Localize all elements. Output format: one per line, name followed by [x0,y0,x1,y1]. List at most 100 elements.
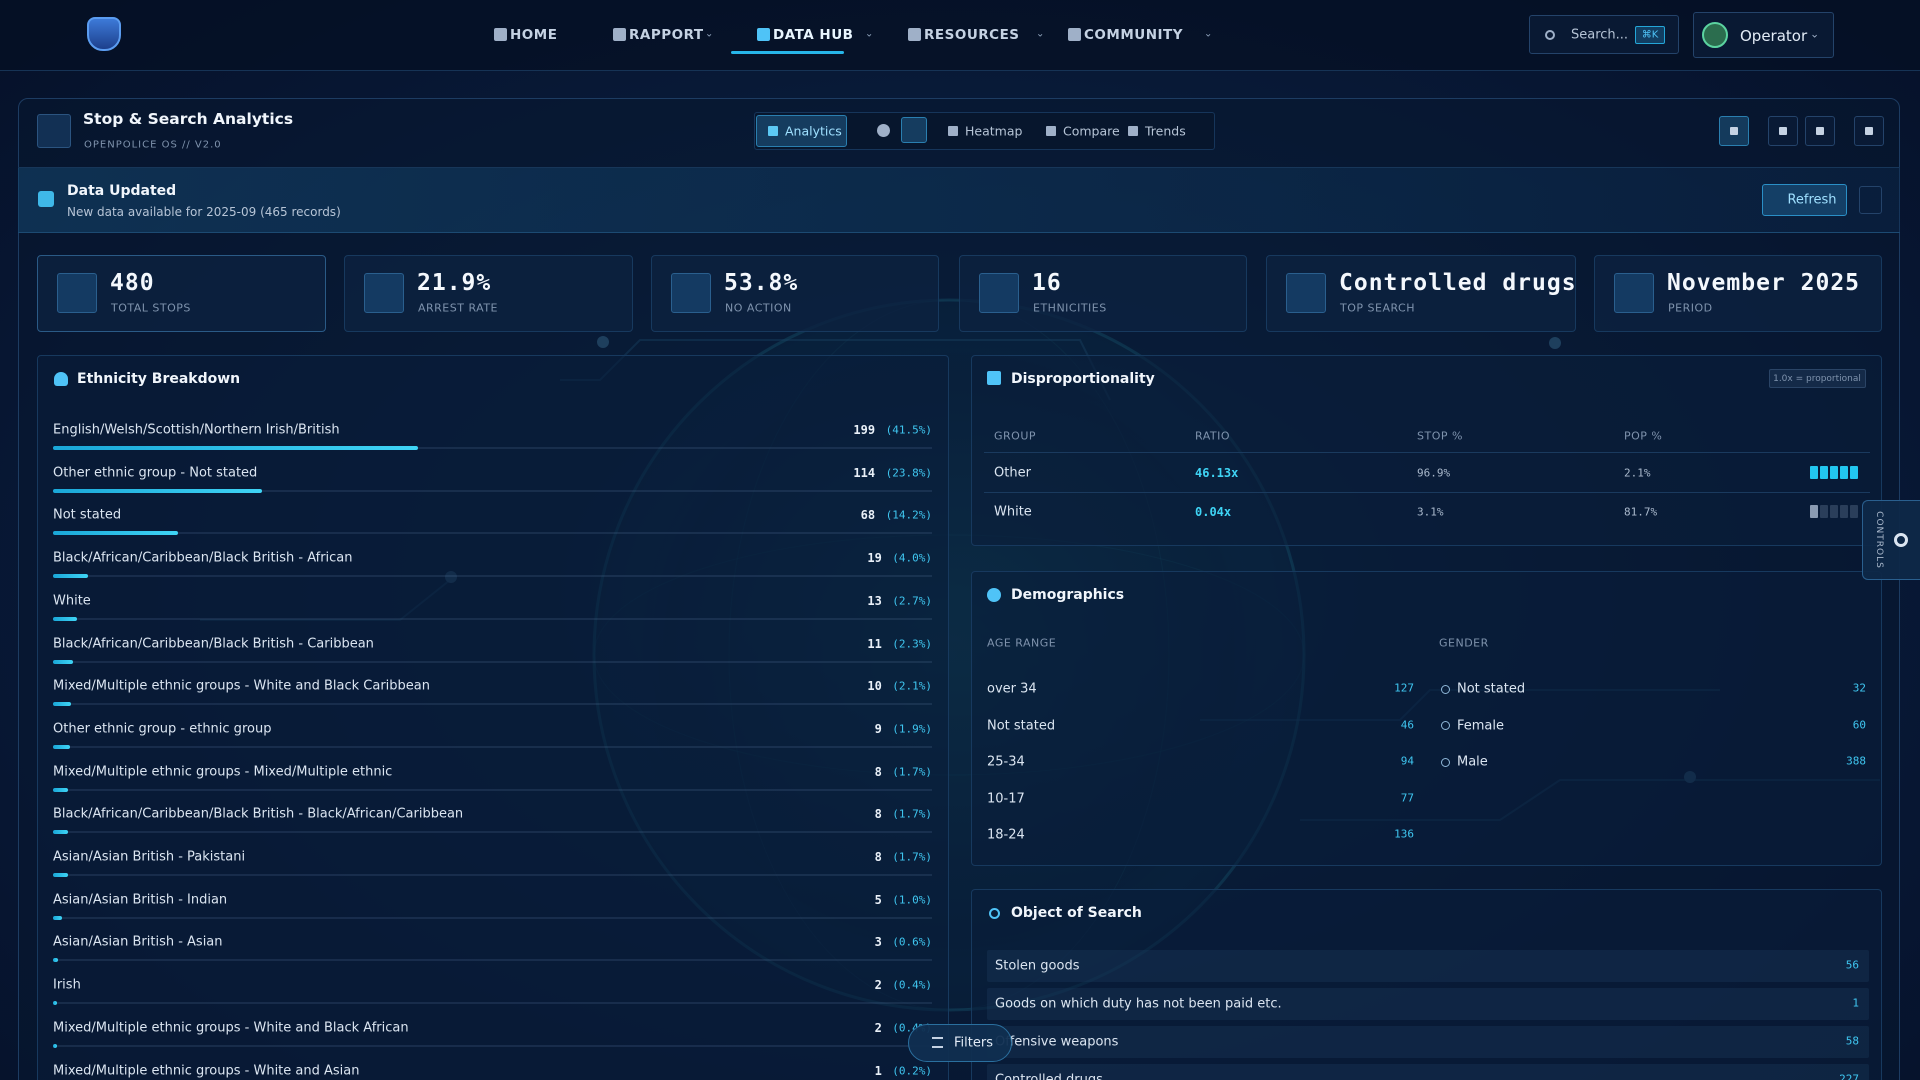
stat-label: NO ACTION [725,301,792,315]
stat-label: ETHNICITIES [1033,301,1107,315]
tab[interactable]: Trends [1145,123,1186,139]
ethnicity-label: Other ethnic group - ethnic group [53,721,272,737]
ethnicity-label: Other ethnic group - Not stated [53,465,258,481]
table-cell: White [994,504,1032,520]
disproportionality-panel [971,355,1882,546]
ethnicity-bar [53,873,68,877]
ethnicity-track [53,489,932,492]
search-icon [1545,30,1555,40]
ethnicity-track [53,1002,932,1005]
refresh-label: Refresh [1787,192,1837,208]
user-chevron: ⌄ [1810,27,1820,41]
nav-item[interactable]: RESOURCES [924,27,1020,43]
table-cell: 46.13x [1195,466,1239,480]
demographics-icon [987,588,1001,602]
banner-close[interactable] [1859,186,1882,214]
ethnicity-track [53,831,932,834]
tab[interactable]: Heatmap [965,123,1023,139]
nav-item[interactable]: COMMUNITY [1084,27,1184,43]
table-cell: 3.1% [1417,505,1444,519]
demographics-panel [971,571,1882,866]
gender-icon [1440,721,1450,730]
header-bar [18,98,1900,168]
age-count: 46 [1400,718,1414,731]
ethnicity-label: Asian/Asian British - Pakistani [53,849,246,865]
ethnicity-share: (1.7%) [892,765,932,779]
ethnicity-label: Black/African/Caribbean/Black British - … [53,806,464,822]
age-count: 127 [1394,681,1414,695]
ethnicity-bar [53,787,68,792]
object-row [987,988,1869,1020]
object-row [987,950,1869,982]
table-cell: 96.9% [1417,466,1451,480]
object-label: Offensive weapons [995,1034,1119,1050]
object-count: 1 [1852,996,1859,1010]
ethnicity-panel [37,355,949,1080]
refresh-button[interactable] [1762,184,1847,216]
ethnicity-bar [53,915,62,920]
user-avatar [1702,22,1728,48]
filters-label: Filters [954,1035,993,1051]
tab-icon [1046,126,1056,136]
ethnicity-bar [53,702,72,707]
ethnicity-track [53,575,932,578]
home-button[interactable] [1805,116,1835,146]
ethnicity-track [53,1044,932,1047]
stat-value: November 2025 [1667,270,1861,296]
table-divider [984,452,1870,453]
search-placeholder: Search... [1571,27,1629,43]
table-header: POP % [1624,429,1663,443]
nav-item[interactable]: HOME [510,27,558,43]
tab[interactable]: Analytics [785,123,842,139]
object-label: Stolen goods [995,958,1080,974]
nav-icon [907,27,921,41]
ethnicity-count: 8 [874,764,882,779]
ethnicity-label: White [53,593,91,609]
ethnicity-label: Mixed/Multiple ethnic groups - White and… [53,678,431,694]
ratio-indicator [1830,466,1838,479]
header-subtitle: OPENPOLICE OS // V2.0 [84,139,222,151]
table-header: STOP % [1417,429,1463,443]
ethnicity-label: Black/African/Caribbean/Black British - … [53,550,353,566]
ratio-indicator [1810,505,1818,518]
tab[interactable]: Compare [1063,123,1120,139]
nav-chevron: ⌄ [705,28,714,40]
banner-message: New data available for 2025-09 (465 reco… [67,205,341,219]
ethnicity-count: 9 [874,721,882,736]
nav-icon [493,27,507,41]
ethnicity-count: 1 [874,1063,882,1078]
ethnicity-share: (2.3%) [892,637,932,650]
ethnicity-share: (41.5%) [885,423,932,437]
close-button-glyph [1865,127,1873,135]
ethnicity-bar [53,531,178,536]
stat-value: 21.9% [417,270,492,296]
ethnicity-count: 5 [874,892,882,907]
shortcut-badge [1635,26,1665,44]
ethnicity-bar [53,1001,57,1006]
back-button-glyph [1779,127,1787,135]
shortcut-text: ⌘K [1641,29,1659,41]
ethnicity-icon [54,372,68,386]
view-toggle-list[interactable] [901,117,927,143]
nav-item[interactable]: DATA HUB [773,27,854,43]
nav-item[interactable]: RAPPORT [629,27,704,43]
nav-chevron: ⌄ [1204,28,1213,40]
gender-label: Female [1457,718,1505,733]
gender-icon [1440,757,1450,767]
ethnicity-track [53,788,932,791]
stat-icon [979,273,1019,313]
object-label: Goods on which duty has not been paid et… [995,996,1282,1012]
filters-button[interactable] [908,1024,1012,1062]
gender-label: Not stated [1457,681,1526,697]
gender-label: Male [1457,754,1488,770]
ethnicity-bar [53,744,70,749]
stat-icon [364,273,404,313]
age-label: over 34 [987,681,1037,697]
object-panel [971,889,1882,1080]
home-button-glyph [1816,127,1824,135]
stat-card [1266,255,1576,332]
ethnicity-share: (14.2%) [885,508,932,522]
controls-tab[interactable] [1862,500,1920,580]
table-cell: 0.04x [1195,505,1232,519]
gender-count: 60 [1852,718,1866,731]
